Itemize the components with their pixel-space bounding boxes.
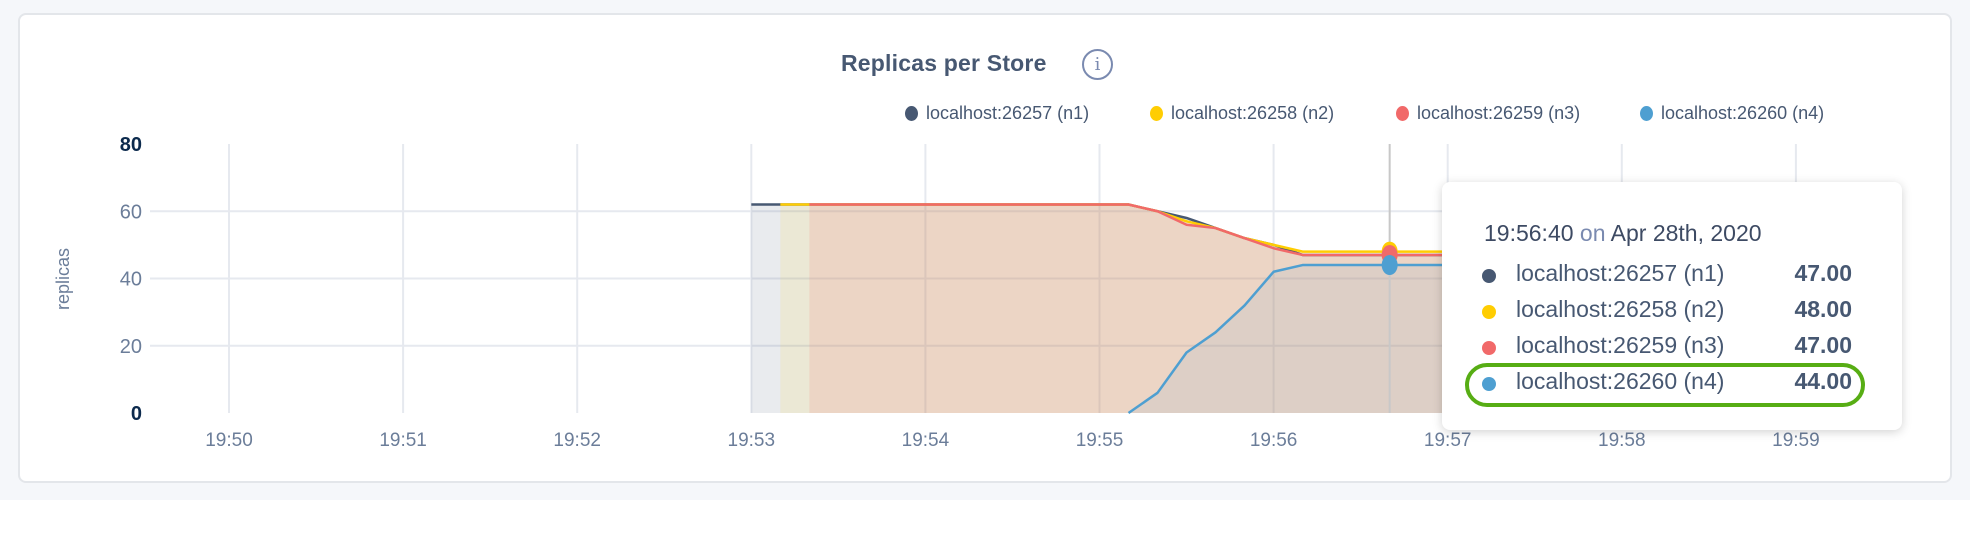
tooltip-row-n4: localhost:26260 (n4) 44.00 [1482,366,1852,400]
legend-label: localhost:26258 (n2) [1171,103,1335,123]
y-tick-label: 20 [120,336,142,358]
legend-label: localhost:26259 (n3) [1417,103,1581,123]
tooltip-row-value: 48.00 [1794,296,1852,322]
legend-item-n3[interactable]: localhost:26259 (n3) [1396,103,1580,124]
tooltip-time: 19:56:40 [1484,220,1574,246]
hover-point-4 [1381,255,1398,276]
series-area-3 [809,204,1448,413]
legend-item-n4[interactable]: localhost:26260 (n4) [1640,103,1824,124]
x-tick-label: 19:58 [1598,430,1646,451]
y-tick-label: 60 [120,201,142,223]
x-tick-label: 19:54 [902,430,950,451]
legend-dot-icon [905,106,918,121]
legend-label: localhost:26260 (n4) [1661,103,1825,123]
tooltip-on: on [1579,220,1606,246]
tooltip-row-n3: localhost:26259 (n3) 47.00 [1482,330,1852,364]
series-area-2 [780,204,1448,413]
legend-label: localhost:26257 (n1) [926,103,1090,123]
series-dot-icon [1482,269,1496,283]
y-tick-label: 0 [131,403,142,425]
x-tick-label: 19:51 [379,430,427,451]
y-tick-label: 40 [120,269,142,291]
legend-item-n1[interactable]: localhost:26257 (n1) [905,103,1089,124]
y-tick-label: 80 [120,134,142,156]
series-area-1 [751,204,1448,413]
legend-item-n2[interactable]: localhost:26258 (n2) [1150,103,1334,124]
x-tick-label: 19:57 [1424,430,1472,451]
tooltip-date: Apr 28th, 2020 [1610,220,1762,246]
tooltip: 19:56:40 on Apr 28th, 2020 localhost:262… [1442,182,1902,430]
tooltip-row-n2: localhost:26258 (n2) 48.00 [1482,294,1852,328]
tooltip-row-n1: localhost:26257 (n1) 47.00 [1482,258,1852,292]
series-dot-icon [1482,305,1496,319]
chart-title: Replicas per Store [841,50,1047,76]
x-tick-label: 19:52 [553,430,601,451]
legend: localhost:26257 (n1) localhost:26258 (n2… [0,103,1970,127]
x-tick-label: 19:59 [1772,430,1820,451]
highlight-outline [1465,363,1865,407]
legend-dot-icon [1396,106,1409,121]
tooltip-row-label: localhost:26259 (n3) [1516,332,1725,358]
series-line-3 [809,203,1448,257]
legend-dot-icon [1150,106,1163,121]
tooltip-timestamp: 19:56:40 on Apr 28th, 2020 [1484,220,1762,247]
series-dot-icon [1482,341,1496,355]
x-tick-label: 19:55 [1076,430,1124,451]
tooltip-row-value: 47.00 [1794,332,1852,358]
tooltip-row-label: localhost:26260 (n4) [1516,368,1725,394]
info-icon[interactable]: i [1082,49,1113,80]
y-axis-label: replicas [53,248,73,310]
x-tick-label: 19:56 [1250,430,1298,451]
legend-dot-icon [1640,106,1653,121]
x-tick-label: 19:53 [728,430,776,451]
tooltip-row-value: 44.00 [1794,368,1852,394]
tooltip-row-label: localhost:26258 (n2) [1516,296,1725,322]
tooltip-row-value: 47.00 [1794,260,1852,286]
x-tick-label: 19:50 [205,430,253,451]
tooltip-row-label: localhost:26257 (n1) [1516,260,1725,286]
series-area-4 [1128,265,1448,413]
